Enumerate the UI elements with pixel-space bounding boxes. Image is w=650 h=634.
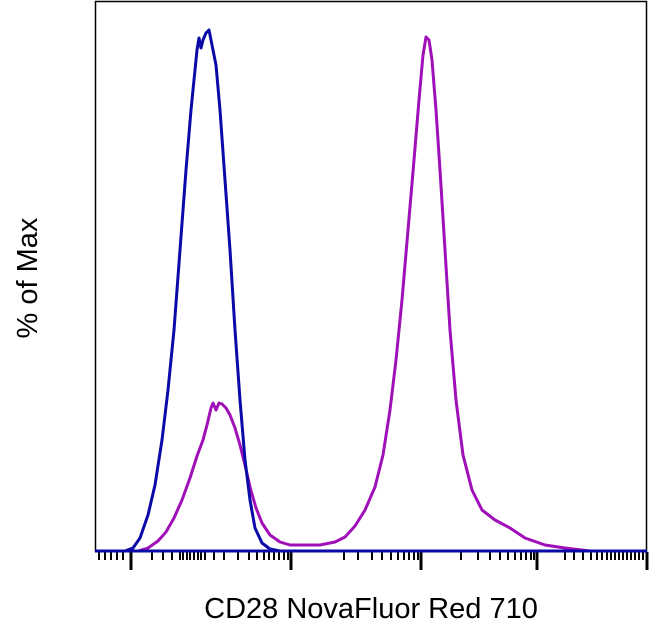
plot-frame xyxy=(94,0,648,553)
y-axis-title: % of Max xyxy=(12,217,44,339)
x-axis-title: CD28 NovaFluor Red 710 xyxy=(204,593,538,625)
series-magenta-line xyxy=(95,35,647,553)
series-blue-line xyxy=(95,28,647,553)
x-axis-ticks xyxy=(98,552,649,570)
